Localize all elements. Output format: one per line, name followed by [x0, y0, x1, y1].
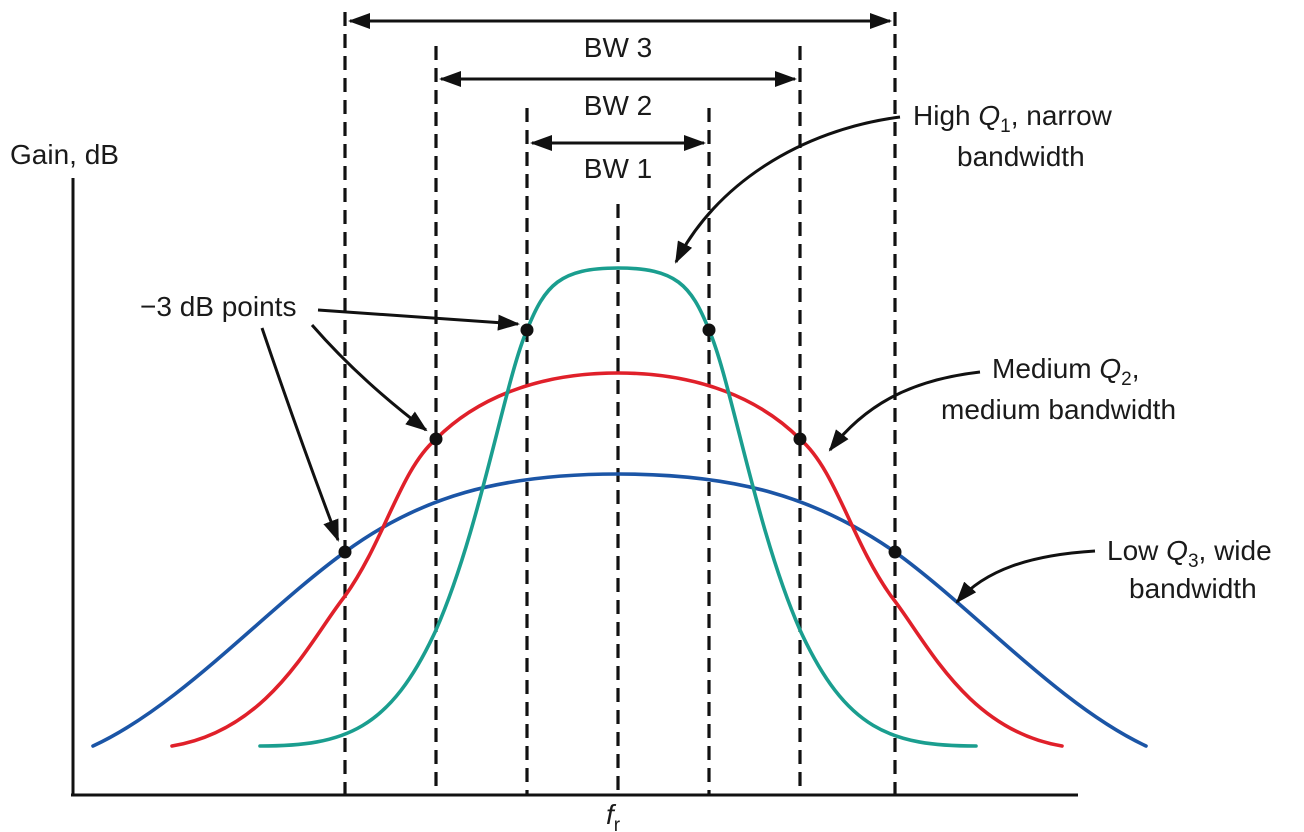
center-frequency-subscript: r — [614, 815, 621, 832]
medium-q-curve — [170, 371, 1064, 748]
low-q-suffix: , wide — [1199, 535, 1272, 566]
medium-q-subscript: 2 — [1121, 369, 1132, 390]
high-q-pointer — [674, 115, 901, 264]
low-q-prefix: Low — [1107, 535, 1166, 566]
medium-q-prefix: Medium — [992, 353, 1099, 384]
bw3-label: BW 3 — [584, 32, 652, 63]
high-q-subscript: 1 — [1000, 116, 1011, 137]
bw1-label: BW 1 — [584, 153, 652, 184]
high-q-curve — [258, 266, 978, 748]
high-q-prefix: High — [913, 100, 978, 131]
db-pointer-high — [317, 308, 520, 331]
low-q-curve — [91, 472, 1148, 748]
low-q-label: Low Q3, wide — [1107, 535, 1272, 572]
high-q-suffix: , narrow — [1011, 100, 1113, 131]
db-point-medium-left — [429, 432, 443, 446]
high-q-label: High Q1, narrow — [913, 100, 1113, 137]
medium-q-suffix: , — [1132, 353, 1140, 384]
db-point-low-right — [888, 545, 902, 559]
low-q-symbol: Q — [1166, 535, 1188, 566]
medium-q-pointer — [828, 370, 981, 452]
db-point-high-left — [520, 323, 534, 337]
db-points-label: −3 dB points — [140, 291, 296, 322]
medium-q-symbol: Q — [1099, 353, 1121, 384]
bw2-label: BW 2 — [584, 90, 652, 121]
medium-q-label: Medium Q2, — [992, 353, 1140, 390]
center-frequency-symbol: f — [606, 799, 617, 830]
db-point-medium-right — [793, 432, 807, 446]
db-point-high-right — [702, 323, 716, 337]
medium-q-label-line2: medium bandwidth — [941, 394, 1176, 425]
y-axis-label: Gain, dB — [10, 139, 119, 170]
db-point-low-left — [338, 545, 352, 559]
db-pointer-low — [260, 327, 340, 542]
low-q-subscript: 3 — [1188, 551, 1199, 572]
low-q-label-line2: bandwidth — [1129, 573, 1257, 604]
db-pointer-medium — [310, 324, 428, 432]
high-q-symbol: Q — [978, 100, 1000, 131]
low-q-pointer — [955, 549, 1096, 604]
center-frequency-label: fr — [606, 799, 621, 832]
high-q-label-line2: bandwidth — [957, 141, 1085, 172]
